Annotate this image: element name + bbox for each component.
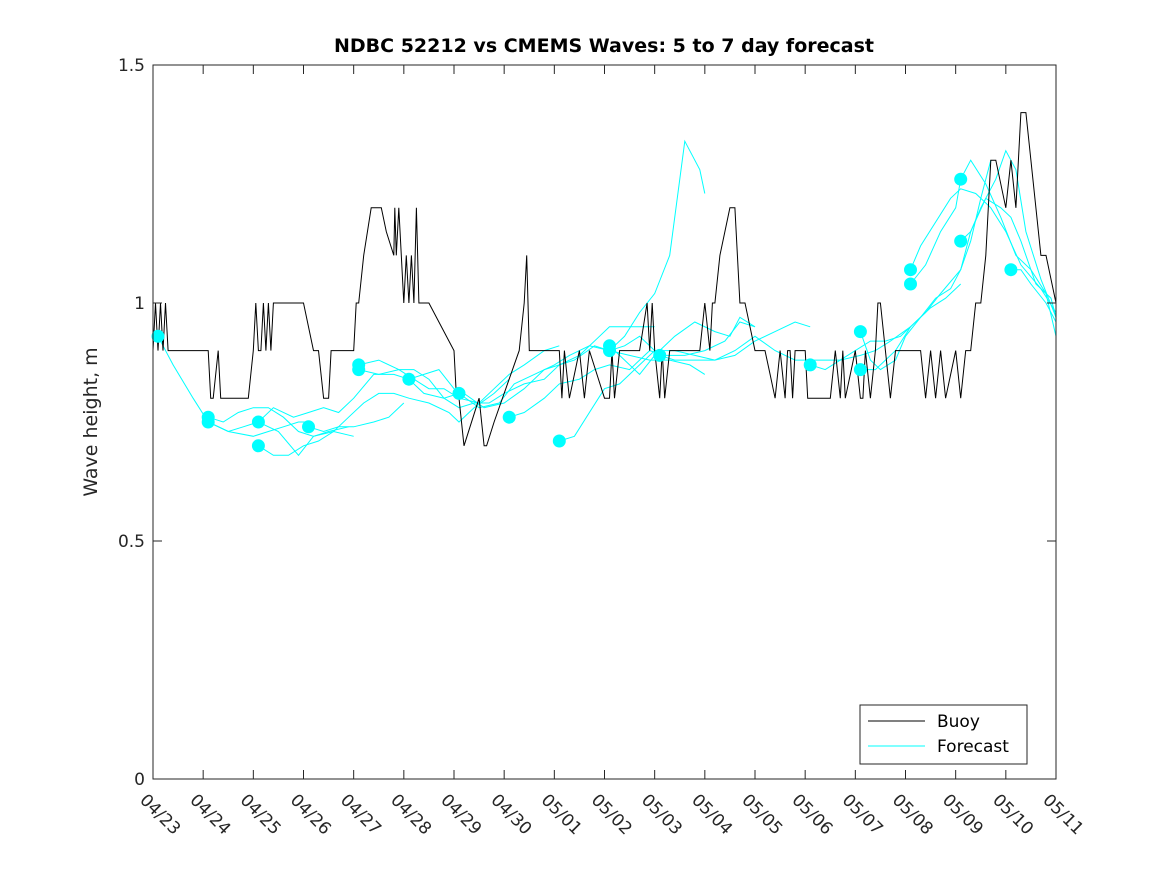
forecast-line-5 bbox=[258, 378, 510, 456]
forecast-start-marker-21 bbox=[954, 234, 968, 248]
forecast-start-marker-11 bbox=[502, 410, 516, 424]
forecast-line-11 bbox=[509, 321, 756, 418]
forecast-start-marker-17 bbox=[853, 325, 867, 339]
forecast-start-marker-3 bbox=[201, 415, 215, 429]
forecast-line-13 bbox=[609, 316, 756, 376]
forecast-start-marker-6 bbox=[302, 420, 315, 434]
y-tick-label: 1.5 bbox=[118, 56, 145, 76]
y-axis-label: Wave height, m bbox=[80, 347, 102, 496]
legend: Buoy Forecast bbox=[859, 704, 1028, 765]
forecast-line-8 bbox=[358, 326, 655, 409]
forecast-line-17 bbox=[859, 160, 992, 371]
forecast-line-3 bbox=[207, 421, 354, 457]
forecast-start-marker-4 bbox=[251, 415, 265, 429]
legend-label-forecast: Forecast bbox=[937, 737, 1009, 757]
forecast-line-19 bbox=[910, 188, 1057, 313]
forecast-start-marker-22 bbox=[954, 172, 968, 186]
forecast-start-marker-14 bbox=[603, 344, 616, 358]
forecast-start-marker-1 bbox=[151, 329, 165, 343]
legend-label-buoy: Buoy bbox=[937, 712, 980, 732]
forecast-start-marker-20 bbox=[904, 277, 917, 291]
forecast-start-marker-19 bbox=[904, 263, 917, 277]
forecast-start-marker-18 bbox=[853, 363, 867, 377]
forecast-line-16 bbox=[810, 283, 962, 371]
y-tick-label: 1 bbox=[134, 294, 145, 314]
chart-title: NDBC 52212 vs CMEMS Waves: 5 to 7 day fo… bbox=[334, 35, 874, 57]
forecast-line-6 bbox=[308, 402, 405, 433]
forecast-start-marker-8 bbox=[352, 363, 366, 377]
forecast-start-marker-15 bbox=[653, 348, 667, 362]
buoy-line bbox=[152, 112, 1057, 447]
forecast-start-marker-5 bbox=[251, 439, 265, 453]
forecast-line-2 bbox=[208, 407, 349, 437]
forecast-line-4 bbox=[258, 373, 460, 423]
forecast-start-marker-12 bbox=[552, 434, 566, 448]
forecast-line-21 bbox=[960, 149, 1057, 318]
marker-layer bbox=[151, 172, 1018, 453]
forecast-line-20 bbox=[910, 159, 1057, 337]
forecast-start-marker-10 bbox=[452, 386, 466, 400]
y-tick-label: 0.5 bbox=[118, 532, 145, 552]
forecast-start-marker-9 bbox=[402, 372, 416, 386]
legend-box bbox=[859, 704, 1028, 765]
forecast-start-marker-16 bbox=[803, 358, 817, 372]
y-tick-label: 0 bbox=[134, 770, 145, 790]
forecast-line-23 bbox=[1010, 269, 1057, 323]
forecast-start-marker-23 bbox=[1004, 263, 1018, 277]
